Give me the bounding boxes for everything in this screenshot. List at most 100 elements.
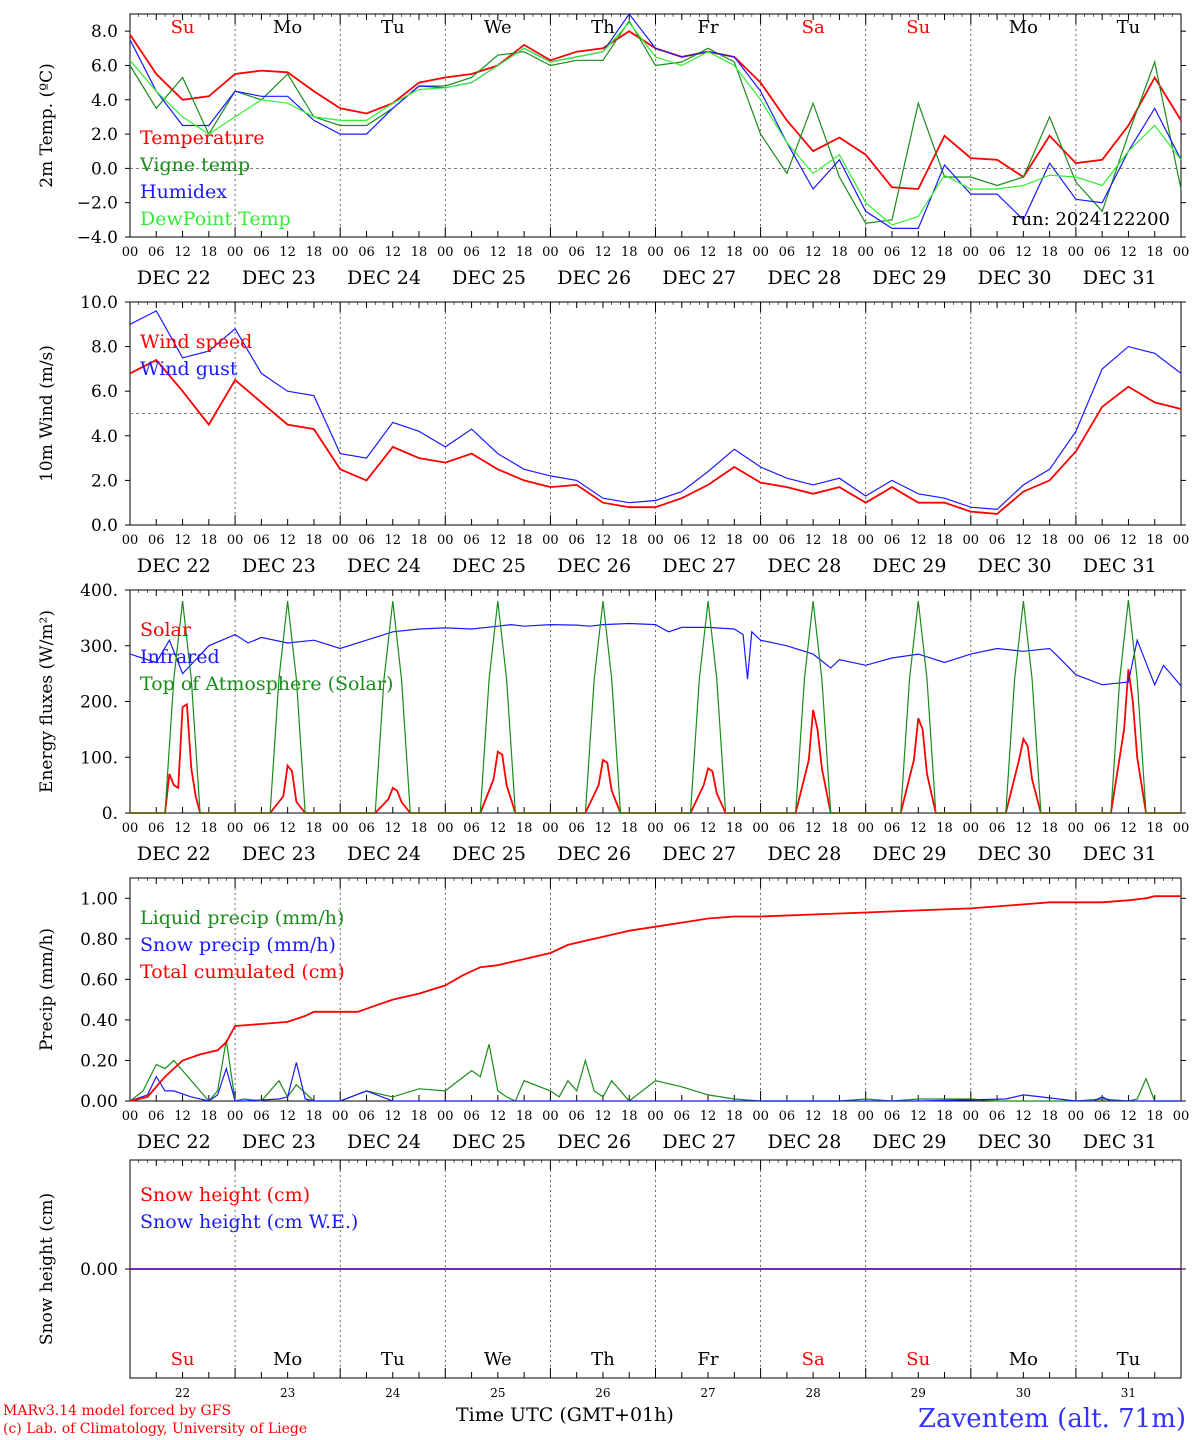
- y-tick-label: 300.: [80, 637, 118, 657]
- panel-temperature: −4.0 −2.0 0.0 2.0 4.0 6.0 8.0 2m Temp. (ºC) Temp…: [37, 12, 1189, 289]
- hour-tick-label: 06: [463, 1109, 480, 1124]
- panel-precip: 0.00 0.20 0.40 0.60 0.80 1.00 Precip (mm/h) Liq…: [37, 877, 1189, 1153]
- hour-tick-label: 06: [779, 821, 796, 836]
- hour-tick-label: 18: [201, 821, 218, 836]
- hour-tick-label: 12: [805, 1109, 822, 1124]
- date-label: DEC 28: [767, 843, 841, 865]
- date-label: DEC 26: [557, 843, 631, 865]
- hour-tick-label: 00: [647, 245, 664, 260]
- hour-tick-label: 06: [253, 533, 270, 548]
- hour-tick-label: 06: [989, 1109, 1006, 1124]
- y-tick-label: 0.80: [80, 930, 118, 950]
- hour-tick-label: 12: [910, 821, 927, 836]
- hour-tick-label: 00: [963, 533, 980, 548]
- hour-tick-label: 18: [306, 245, 323, 260]
- y-tick-label: 4.0: [91, 427, 118, 447]
- hour-tick-label: 12: [595, 533, 612, 548]
- hour-tick-label: 00: [1173, 821, 1190, 836]
- legend-entry: Vigne temp: [139, 154, 250, 176]
- hour-tick-label: 00: [963, 1109, 980, 1124]
- hour-tick-label: 06: [674, 1109, 691, 1124]
- hour-tick-label: 12: [384, 1109, 401, 1124]
- hour-tick-label: 12: [1120, 1109, 1137, 1124]
- weekday-label: Sa: [802, 1349, 825, 1370]
- hour-tick-label: 00: [857, 1109, 874, 1124]
- hour-tick-label: 12: [1015, 1109, 1032, 1124]
- hour-tick-label: 00: [542, 245, 559, 260]
- date-label: DEC 29: [873, 555, 947, 577]
- hour-tick-label: 12: [1120, 533, 1137, 548]
- weekday-label: Su: [171, 1349, 195, 1370]
- hour-tick-label: 12: [174, 245, 191, 260]
- hour-tick-label: 00: [857, 245, 874, 260]
- weekday-label: Tu: [1117, 17, 1141, 38]
- weekday-label: Tu: [381, 17, 405, 38]
- y-axis-label: Precip (mm/h): [37, 928, 57, 1051]
- hour-tick-label: 06: [568, 533, 585, 548]
- date-label: DEC 22: [137, 1131, 211, 1153]
- weekday-label: Th: [591, 1349, 615, 1370]
- date-label: DEC 28: [767, 1131, 841, 1153]
- hour-tick-label: 00: [647, 821, 664, 836]
- date-label: DEC 27: [662, 1131, 736, 1153]
- day-number: 24: [385, 1386, 401, 1400]
- hour-tick-label: 00: [542, 821, 559, 836]
- hour-tick-label: 18: [726, 1109, 743, 1124]
- y-tick-label: 0.0: [91, 159, 118, 179]
- hour-tick-label: 00: [857, 533, 874, 548]
- y-tick-label: 200.: [80, 693, 118, 713]
- hour-tick-label: 18: [621, 245, 638, 260]
- hour-tick-label: 00: [122, 821, 139, 836]
- hour-tick-label: 00: [647, 533, 664, 548]
- hour-tick-label: 18: [411, 533, 428, 548]
- hour-tick-label: 12: [174, 533, 191, 548]
- hour-tick-label: 06: [358, 1109, 375, 1124]
- hour-tick-label: 18: [936, 821, 953, 836]
- hour-tick-label: 18: [306, 533, 323, 548]
- hour-tick-label: 00: [227, 533, 244, 548]
- y-tick-label: 400.: [80, 581, 118, 601]
- hour-tick-label: 06: [463, 821, 480, 836]
- hour-tick-label: 06: [358, 821, 375, 836]
- hour-tick-label: 18: [831, 533, 848, 548]
- hour-tick-label: 12: [1015, 245, 1032, 260]
- date-label: DEC 26: [557, 555, 631, 577]
- date-label: DEC 29: [873, 843, 947, 865]
- day-number: 28: [806, 1386, 821, 1400]
- hour-tick-label: 06: [568, 821, 585, 836]
- hour-tick-label: 12: [595, 1109, 612, 1124]
- hour-tick-label: 06: [253, 245, 270, 260]
- legend-entry: Total cumulated (cm): [140, 961, 345, 983]
- hour-tick-label: 12: [595, 245, 612, 260]
- hour-tick-label: 18: [621, 821, 638, 836]
- y-tick-label: 0.00: [80, 1092, 118, 1112]
- y-tick-label: 10.0: [80, 293, 118, 313]
- hour-tick-label: 00: [332, 245, 349, 260]
- legend-entry: Solar: [140, 619, 192, 641]
- hour-tick-label: 06: [358, 245, 375, 260]
- hour-tick-label: 12: [279, 245, 296, 260]
- hour-tick-label: 00: [122, 533, 139, 548]
- hour-tick-label: 00: [1068, 245, 1085, 260]
- hour-tick-label: 12: [279, 1109, 296, 1124]
- hour-tick-label: 06: [989, 245, 1006, 260]
- y-tick-label: 100.: [80, 748, 118, 768]
- hour-tick-label: 06: [779, 1109, 796, 1124]
- y-tick-label: −2.0: [77, 194, 118, 214]
- hour-tick-label: 18: [411, 821, 428, 836]
- date-label: DEC 31: [1083, 555, 1157, 577]
- y-tick-label: 8.0: [91, 338, 118, 358]
- date-label: DEC 31: [1083, 843, 1157, 865]
- hour-tick-label: 06: [148, 1109, 165, 1124]
- date-label: DEC 30: [978, 1131, 1052, 1153]
- date-label: DEC 27: [662, 267, 736, 289]
- date-label: DEC 23: [242, 267, 316, 289]
- model-credit: MARv3.14 model forced by GFS: [3, 1403, 232, 1419]
- hour-tick-label: 18: [831, 245, 848, 260]
- hour-tick-label: 06: [148, 821, 165, 836]
- y-tick-label: 6.0: [91, 56, 118, 76]
- weekday-label: Mo: [273, 17, 302, 38]
- hour-tick-label: 06: [884, 821, 901, 836]
- hour-tick-label: 00: [1068, 533, 1085, 548]
